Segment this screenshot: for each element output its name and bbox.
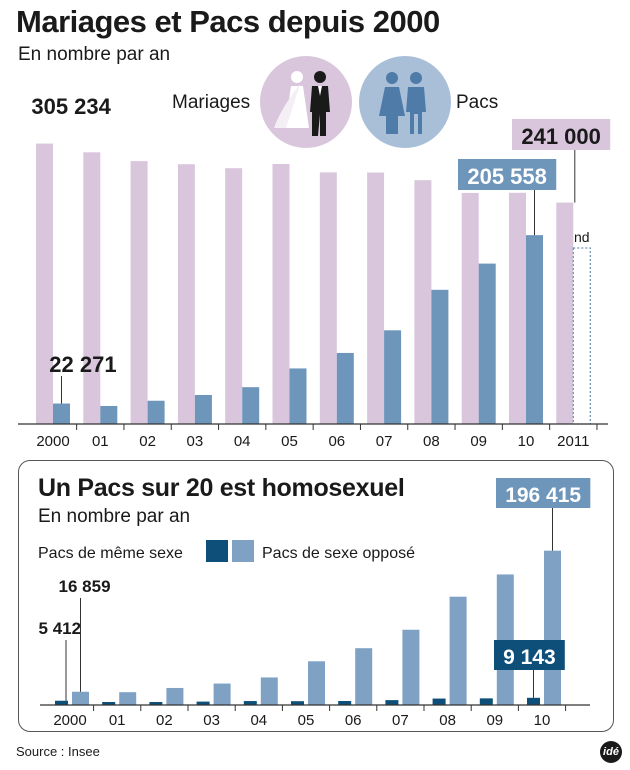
legend-label-meme-sexe: Pacs de même sexe xyxy=(38,545,183,562)
x-tick-10: 10 xyxy=(518,433,535,450)
bar-sexe-oppose-03 xyxy=(213,683,231,705)
data-label-22271: 22 271 xyxy=(49,352,116,377)
data-label-nd: nd xyxy=(574,229,590,245)
bar-sexe-oppose-09 xyxy=(496,574,514,705)
bar-meme-sexe-03 xyxy=(196,701,210,705)
bar-pacs-08 xyxy=(431,289,449,424)
bar-sexe-oppose-01 xyxy=(119,692,137,705)
x-tick-05: 05 xyxy=(281,433,298,450)
data-label-5412: 5 412 xyxy=(39,619,82,638)
bar-pacs-04 xyxy=(242,387,260,424)
bar-sexe-oppose-05 xyxy=(308,661,325,705)
wedding-couple-icon-figures xyxy=(274,71,330,136)
x-tick-09: 09 xyxy=(470,433,487,450)
bar-mariages-05 xyxy=(272,163,290,424)
legend-label-mariages: Mariages xyxy=(172,92,250,113)
bar-mariages-03 xyxy=(177,164,195,424)
bar-mariages-06 xyxy=(319,172,337,424)
bar-mariages-04 xyxy=(225,168,243,424)
bar-sexe-oppose-08 xyxy=(449,596,467,705)
x-tick-bottom-06: 06 xyxy=(345,712,362,729)
source-note: Source : Insee xyxy=(16,744,100,759)
marriages-pacs-chart: Mariages Pacs 2000 01 02 03 04 05 06 07 08 09 10 20… xyxy=(18,56,611,450)
panel-title: Un Pacs sur 20 est homosexuel xyxy=(38,474,405,502)
data-label-305234: 305 234 xyxy=(31,94,111,119)
bar-meme-sexe-08 xyxy=(432,698,446,705)
pacs-couple-icon-figures xyxy=(379,72,426,134)
bar-mariages-09 xyxy=(461,192,479,424)
bar-meme-sexe-05 xyxy=(291,701,304,705)
x-tick-2000: 2000 xyxy=(36,433,69,450)
bar-meme-sexe-07 xyxy=(385,700,399,705)
data-label-9143: 9 143 xyxy=(503,646,556,669)
bar-meme-sexe-02 xyxy=(149,702,163,705)
bar-mariages-08 xyxy=(414,180,432,424)
panel-subtitle: En nombre par an xyxy=(38,506,191,527)
x-tick-06: 06 xyxy=(328,433,345,450)
legend-label-sexe-oppose: Pacs de sexe opposé xyxy=(262,545,415,562)
x-tick-2011: 2011 xyxy=(557,433,589,450)
pacs-couple-icon xyxy=(359,56,451,148)
page-subtitle: En nombre par an xyxy=(18,44,171,65)
x-tick-bottom-05: 05 xyxy=(298,712,315,729)
x-tick-07: 07 xyxy=(376,433,393,450)
data-label-196415-box xyxy=(496,478,591,508)
bar-mariages-10 xyxy=(509,192,526,424)
publisher-logo: idé xyxy=(600,741,622,763)
data-label-241000: 241 000 xyxy=(521,124,601,149)
x-tick-bottom-08: 08 xyxy=(439,712,456,729)
bar-sexe-oppose-02 xyxy=(166,687,184,705)
x-tick-03: 03 xyxy=(187,433,204,450)
bar-sexe-oppose-2000 xyxy=(72,691,89,705)
bar-meme-sexe-06 xyxy=(338,701,352,705)
bar-mariages-2000 xyxy=(36,143,53,424)
bar-mariages-02 xyxy=(130,161,148,425)
x-tick-bottom-03: 03 xyxy=(203,712,220,729)
legend-swatch-meme-sexe xyxy=(206,540,228,562)
data-label-205558: 205 558 xyxy=(467,164,547,189)
data-label-205558-box xyxy=(458,159,557,190)
bar-meme-sexe-04 xyxy=(243,701,257,705)
bar-pacs-2000 xyxy=(53,403,70,424)
bar-meme-sexe-09 xyxy=(479,698,493,705)
bar-sexe-oppose-04 xyxy=(260,677,278,705)
x-tick-bottom-01: 01 xyxy=(109,712,126,729)
x-tick-bottom-2000: 2000 xyxy=(53,712,86,729)
bar-pacs-03 xyxy=(194,394,212,424)
bar-pacs-05 xyxy=(289,368,307,424)
data-label-16859: 16 859 xyxy=(59,577,111,596)
page-title: Mariages et Pacs depuis 2000 xyxy=(16,4,440,39)
x-tick-bottom-04: 04 xyxy=(250,712,267,729)
x-tick-02: 02 xyxy=(139,433,156,450)
bar-meme-sexe-10 xyxy=(527,697,540,705)
bar-mariages-01 xyxy=(83,152,101,424)
x-tick-04: 04 xyxy=(234,433,251,450)
bar-mariages-07 xyxy=(367,172,385,424)
bar-sexe-oppose-07 xyxy=(402,629,420,705)
x-tick-08: 08 xyxy=(423,433,440,450)
bar-pacs-01 xyxy=(100,405,118,424)
bar-pacs-07 xyxy=(384,330,402,424)
data-label-9143-box xyxy=(494,640,565,670)
bar-sexe-oppose-10 xyxy=(544,550,561,705)
x-tick-bottom-10: 10 xyxy=(534,712,551,729)
x-tick-bottom-02: 02 xyxy=(156,712,173,729)
bar-mariages-2011 xyxy=(556,202,574,424)
bar-pacs-06 xyxy=(336,352,354,424)
data-label-196415: 196 415 xyxy=(505,484,581,507)
bar-meme-sexe-01 xyxy=(102,702,116,705)
legend-swatch-sexe-oppose xyxy=(232,540,254,562)
bar-meme-sexe-2000 xyxy=(55,700,68,705)
bar-sexe-oppose-06 xyxy=(355,648,373,705)
bar-pacs-02 xyxy=(147,400,165,424)
bar-pacs-10 xyxy=(526,235,543,424)
x-tick-bottom-09: 09 xyxy=(486,712,503,729)
legend-label-pacs: Pacs xyxy=(456,92,498,113)
x-tick-01: 01 xyxy=(92,433,109,450)
data-label-241000-box xyxy=(512,119,611,150)
x-tick-bottom-07: 07 xyxy=(392,712,409,729)
bar-pacs-09 xyxy=(478,263,496,424)
